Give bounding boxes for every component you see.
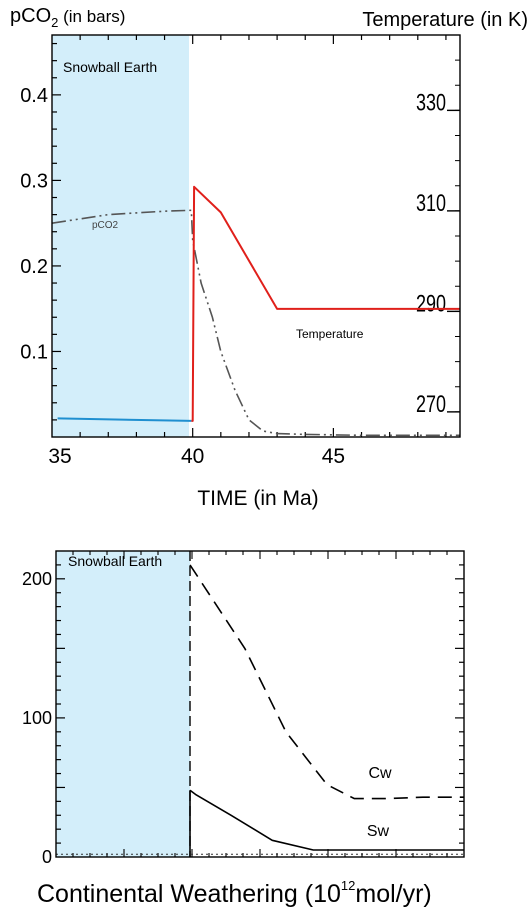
pco2-axis-label: pCO2 (in bars) xyxy=(10,5,125,30)
bottom-panel: Snowball Earth 0 100 200 Cw Sw Continental… xyxy=(22,550,465,908)
y-right-tick-label: 330 xyxy=(416,89,446,116)
bottom-y-tick-label: 0 xyxy=(42,847,52,867)
temperature-annotation: Temperature xyxy=(296,327,364,341)
bottom-plot-frame xyxy=(55,550,465,858)
snowball-label-bottom: Snowball Earth xyxy=(68,553,162,569)
top-panel: Snowball Earth 0.1 0.2 0.3 0.4 35 40 45 270 29… xyxy=(10,5,528,510)
snowball-label-top: Snowball Earth xyxy=(63,59,157,75)
x-tick-label: 40 xyxy=(181,445,204,468)
top-series xyxy=(51,185,460,437)
x-tick-label: 35 xyxy=(48,445,71,468)
y-left-tick-label: 0.4 xyxy=(20,85,48,107)
snowball-shade-bottom xyxy=(56,551,190,857)
temperature-axis-label: Temperature (in K) xyxy=(362,9,528,31)
y-left-tick-labels: 0.1 0.2 0.3 0.4 xyxy=(20,85,48,364)
snowball-temperature-line xyxy=(57,417,192,422)
x-axis-title: TIME (in Ma) xyxy=(197,487,318,510)
y-left-tick-label: 0.2 xyxy=(20,256,48,278)
x-tick-labels: 35 40 45 xyxy=(48,445,345,468)
temperature-line xyxy=(191,185,460,422)
bottom-y-ticks xyxy=(56,564,464,844)
bottom-y-tick-label: 200 xyxy=(22,569,52,589)
bottom-y-tick-labels: 0 100 200 xyxy=(22,569,52,867)
cw-annotation: Cw xyxy=(368,765,392,782)
cw-line xyxy=(189,564,464,800)
y-right-tick-label: 310 xyxy=(416,190,446,217)
pco2-annotation: pCO2 xyxy=(92,220,119,231)
y-right-ticks: 270 290 310 330 xyxy=(416,59,460,418)
sw-annotation: Sw xyxy=(367,823,390,840)
y-left-tick-label: 0.3 xyxy=(20,170,48,192)
sw-line xyxy=(189,789,464,851)
y-left-ticks xyxy=(52,42,61,421)
bottom-x-axis-title: Continental Weathering (1012mol/yr) xyxy=(37,878,432,908)
y-right-tick-label: 290 xyxy=(416,290,446,317)
top-plot-frame xyxy=(51,34,461,438)
bottom-y-tick-label: 100 xyxy=(22,708,52,728)
snowball-shade-top xyxy=(52,35,189,437)
y-left-tick-label: 0.1 xyxy=(20,341,48,363)
x-tick-label: 45 xyxy=(322,445,345,468)
bottom-series xyxy=(56,551,464,857)
y-right-tick-label: 270 xyxy=(416,391,446,418)
pco2-line xyxy=(51,209,460,437)
